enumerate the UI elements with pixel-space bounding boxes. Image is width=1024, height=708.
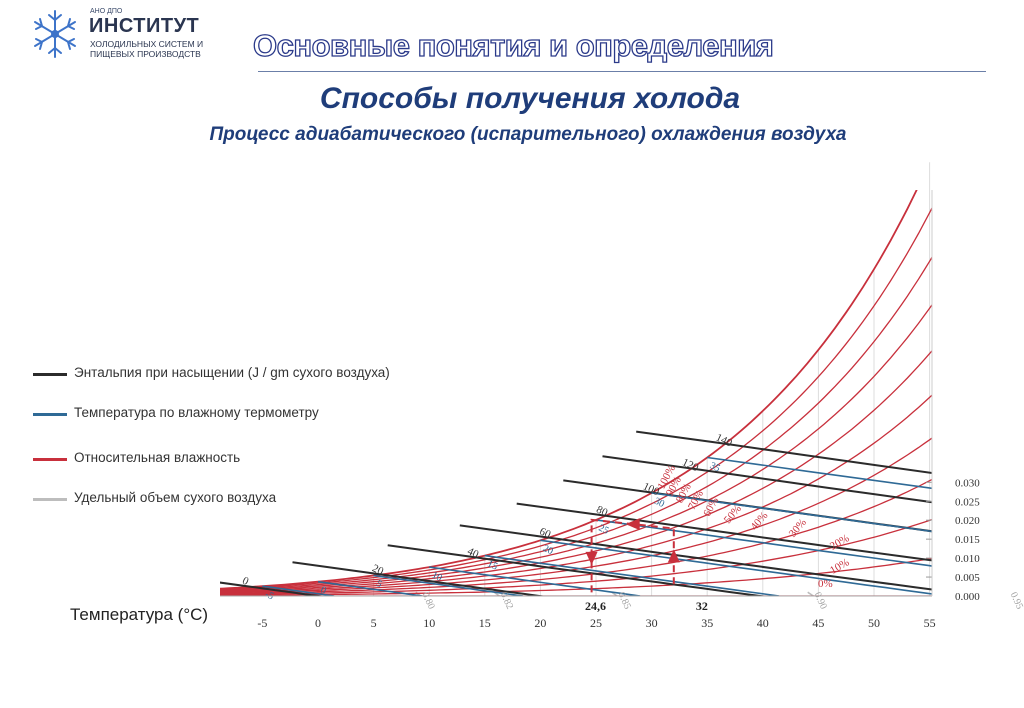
axes: 0.000 0.005 0.010 0.015 0.020 0.025 0.030 -5 0 5 1… xyxy=(220,190,980,630)
process-temp-label: 32 xyxy=(696,599,708,613)
x-tick-label: -5 xyxy=(257,616,267,630)
x-tick-label: 35 xyxy=(701,616,713,630)
y-tick-label: 0.025 xyxy=(955,496,980,508)
legend-swatch-wet-bulb xyxy=(33,413,67,416)
enthalpy-label: 120 xyxy=(680,456,700,474)
slide-subtitle: Процесс адиабатического (испарительного)… xyxy=(209,124,847,145)
enthalpy-label: 40 xyxy=(465,545,480,561)
enthalpy-label: 20 xyxy=(370,562,385,578)
enthalpy-label: 0 xyxy=(240,575,251,588)
enthalpy-label: 140 xyxy=(714,432,734,450)
y-tick-label: 0.005 xyxy=(955,572,980,584)
process-arrow-up xyxy=(667,549,680,563)
rh-curve-60 xyxy=(220,349,932,593)
y-tick-label: 0.015 xyxy=(955,534,980,546)
wet-bulb-line-30 xyxy=(651,492,932,533)
slide-title: Способы получения холода xyxy=(319,82,741,115)
legend-label-volume: Удельный объем сухого воздуха xyxy=(74,490,277,505)
wet-bulb-label: 35 xyxy=(708,460,722,474)
enthalpy-label: 80 xyxy=(594,504,609,520)
rh-label: 0% xyxy=(818,578,833,590)
institute-logo: АНО ДПО ИНСТИТУТ ХОЛОДИЛЬНЫХ СИСТЕМ И ПИ… xyxy=(28,6,258,62)
enthalpy-line-140 xyxy=(636,430,932,475)
x-tick-label: 0 xyxy=(315,616,321,630)
x-tick-label: 5 xyxy=(371,616,377,630)
y-tick-label: 0.030 xyxy=(955,477,980,489)
header-divider xyxy=(258,71,986,72)
wet-bulb-label: 30 xyxy=(652,496,666,510)
process-path: 24,6 32 xyxy=(585,518,708,613)
x-tick-label: 50 xyxy=(868,616,880,630)
rh-curve-50 xyxy=(220,394,932,594)
enthalpy-line-120 xyxy=(602,455,932,504)
enthalpy-line-80 xyxy=(516,502,932,562)
org-subtitle-line1: ХОЛОДИЛЬНЫХ СИСТЕМ И xyxy=(90,39,204,49)
process-temp-label: 24,6 xyxy=(585,599,606,613)
x-tick-label: 30 xyxy=(646,616,658,630)
legend-label-wet-bulb: Температура по влажному термометру xyxy=(74,405,319,420)
enthalpy-line-40 xyxy=(387,544,768,596)
y-tick-label: 0.020 xyxy=(955,515,980,527)
wet-bulb-label: 20 xyxy=(541,543,555,557)
org-name: ИНСТИТУТ xyxy=(89,15,200,37)
slide-header: Основные понятия и определения xyxy=(252,27,774,63)
legend-swatch-relative-humidity xyxy=(33,458,67,461)
x-tick-label: 25 xyxy=(590,616,602,630)
process-arrow-down xyxy=(585,551,598,565)
wet-bulb-line-35 xyxy=(707,456,932,490)
wet-bulb-line-20 xyxy=(540,539,932,595)
volume-label: 0.82 xyxy=(498,591,515,612)
x-axis-label: Температура (°C) xyxy=(70,605,209,624)
enthalpy-label: 60 xyxy=(537,525,552,541)
x-tick-label: 45 xyxy=(812,616,824,630)
rh-label: 60% xyxy=(701,495,721,518)
volume-label: 0.95 xyxy=(1008,591,1024,612)
wet-bulb-line-10 xyxy=(429,566,641,596)
legend-label-enthalpy: Энтальпия при насыщении (J / gm сухого в… xyxy=(74,365,390,380)
legend-swatch-enthalpy xyxy=(33,373,67,376)
enthalpy-line-0 xyxy=(220,581,326,596)
volume-label: 0.90 xyxy=(812,591,829,612)
wet-bulb-line-5 xyxy=(373,574,524,596)
x-tick-label: 55 xyxy=(924,616,936,630)
x-tick-label: 40 xyxy=(757,616,769,630)
rh-curve-70 xyxy=(220,303,932,592)
wet-bulb-line-15 xyxy=(484,554,780,596)
enthalpy-line-60 xyxy=(459,524,932,591)
org-type-label: АНО ДПО xyxy=(90,8,123,15)
rh-curve-100 xyxy=(220,190,918,590)
wet-bulb-line-0 xyxy=(317,580,423,596)
rh-curve-30 xyxy=(220,478,932,595)
volume-label: 0.85 xyxy=(615,591,632,612)
x-tick-label: 15 xyxy=(479,616,491,630)
legend-label-relative-humidity: Относительная влажность xyxy=(74,450,241,465)
y-tick-label: 0.000 xyxy=(955,591,980,603)
rh-curve-90 xyxy=(220,206,932,591)
snowflake-icon xyxy=(34,10,76,58)
wet-bulb-label: 15 xyxy=(486,558,500,572)
y-tick-label: 0.010 xyxy=(955,553,980,565)
x-tick-label: 10 xyxy=(423,616,435,630)
process-arrow-left xyxy=(625,518,640,531)
curves xyxy=(220,190,932,596)
curve-labels: 0.80 0.82 0.85 0.90 0.95020406080100120140-5… xyxy=(240,432,1024,611)
wet-bulb-line--5 xyxy=(262,585,335,596)
rh-curve-40 xyxy=(220,437,932,594)
legend-swatch-volume xyxy=(33,498,67,501)
wet-bulb-label: 5 xyxy=(374,578,383,590)
wet-bulb-label: 25 xyxy=(597,523,611,537)
rh-label: 10% xyxy=(828,556,851,576)
org-subtitle-line2: ПИЩЕВЫХ ПРОИЗВОДСТВ xyxy=(90,49,201,59)
enthalpy-line-20 xyxy=(292,561,547,596)
wet-bulb-label: 0 xyxy=(319,584,328,596)
wet-bulb-label: 10 xyxy=(430,570,444,584)
x-tick-label: 20 xyxy=(534,616,546,630)
wet-bulb-line-25 xyxy=(595,519,932,567)
